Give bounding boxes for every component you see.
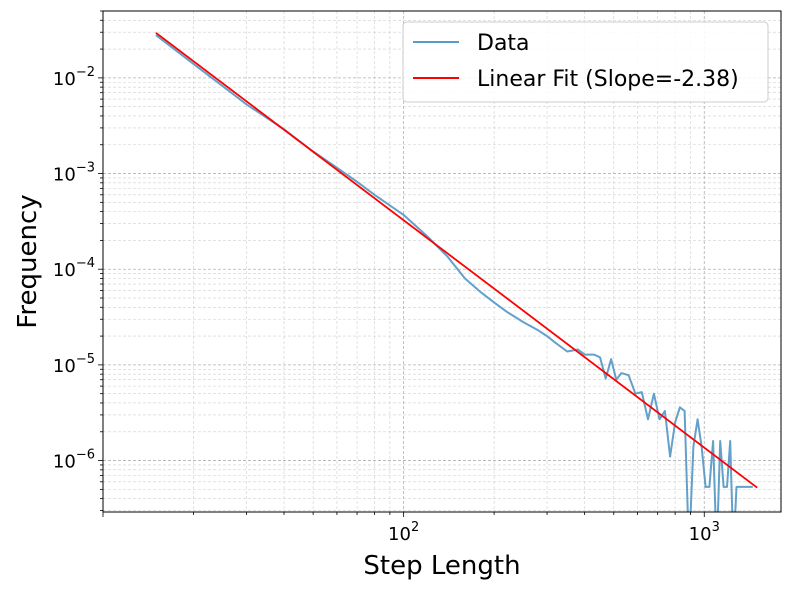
y-tick-label: 10−4: [53, 256, 95, 281]
legend-label: Data: [477, 31, 530, 56]
y-tick-label: 10−6: [53, 448, 95, 473]
series-line-data: [155, 34, 753, 512]
tick-marks: [98, 10, 705, 517]
legend: Data Linear Fit (Slope=-2.38): [402, 21, 769, 103]
y-tick-label: 10−2: [53, 65, 95, 90]
series-line-linear-fit: [155, 32, 758, 489]
y-tick-label: 10−5: [53, 352, 95, 377]
x-tick-label: 103: [689, 520, 720, 545]
legend-label: Linear Fit (Slope=-2.38): [477, 67, 739, 92]
legend-box: [402, 21, 769, 103]
y-tick-label: 10−3: [53, 161, 95, 186]
x-tick-label: 102: [388, 520, 419, 545]
plot-area: [155, 32, 758, 512]
y-axis-label: Frequency: [13, 194, 43, 328]
tick-labels: 102 103 10−2 10−3 10−4 10−5 10−6: [53, 65, 720, 545]
x-axis-label: Step Length: [363, 551, 520, 581]
axes-frame: [102, 10, 782, 513]
